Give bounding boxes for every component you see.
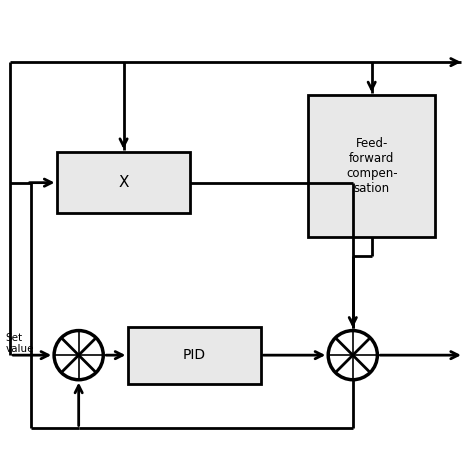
Bar: [57, 152, 190, 213]
Bar: [308, 95, 436, 237]
Circle shape: [328, 330, 377, 380]
Bar: [128, 327, 261, 383]
Text: X: X: [118, 175, 129, 190]
Text: PID: PID: [183, 348, 206, 362]
Text: Set
value: Set value: [5, 333, 34, 354]
Text: Feed-
forward
compen-
sation: Feed- forward compen- sation: [346, 137, 398, 195]
Circle shape: [54, 330, 103, 380]
